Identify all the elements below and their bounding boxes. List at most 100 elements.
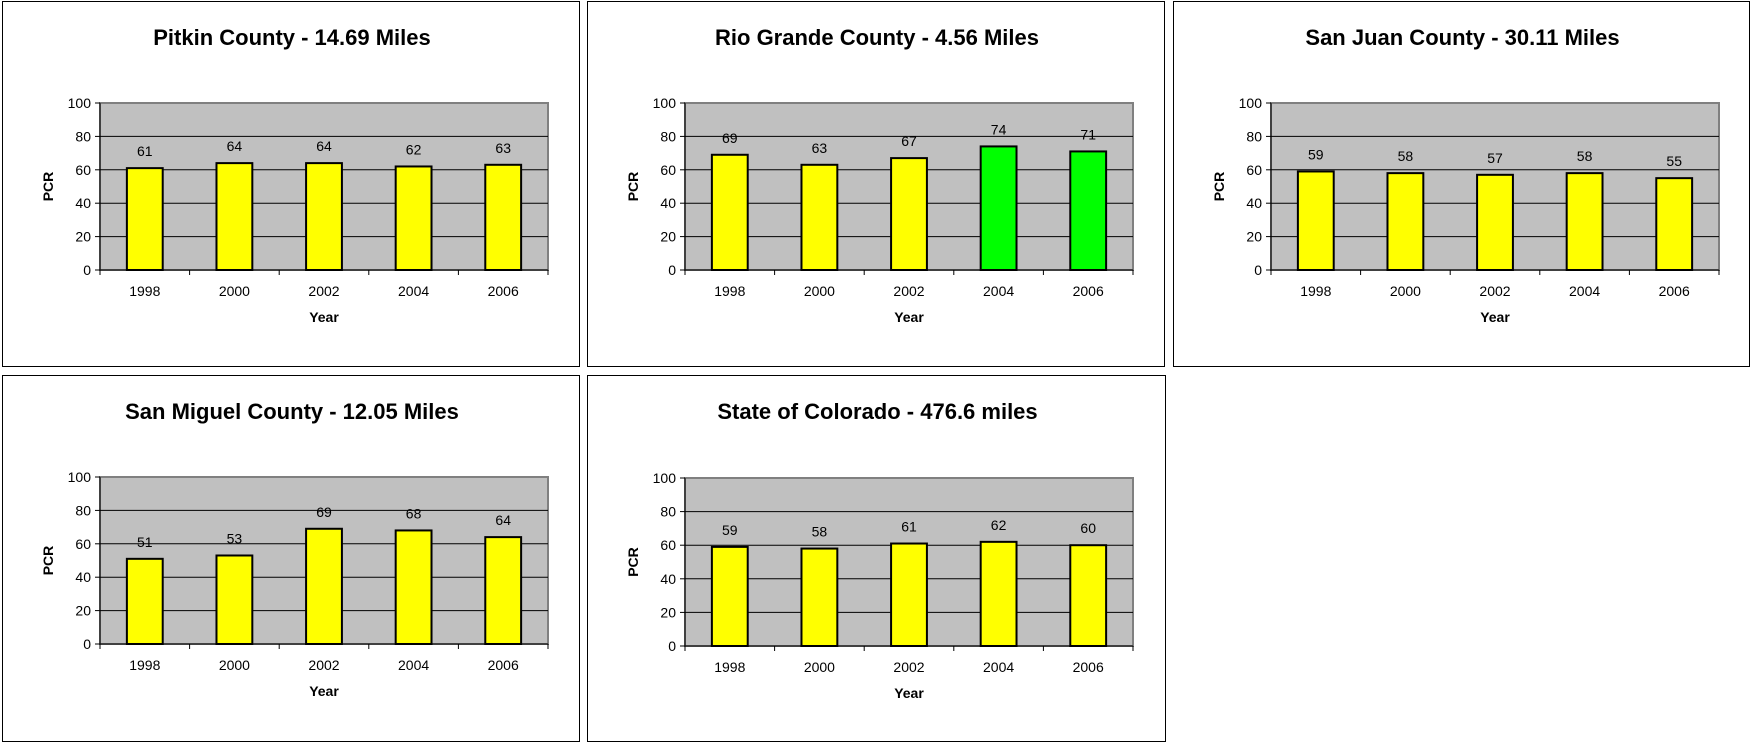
chart-panel-colorado: State of Colorado - 476.6 miles 0 20 40 60 80… xyxy=(587,375,1166,742)
data-label-2002: 61 xyxy=(901,519,917,535)
bar-2000 xyxy=(215,162,254,271)
y-tick-label: 100 xyxy=(68,469,92,485)
data-label-2004: 68 xyxy=(406,505,422,521)
data-label-2004: 74 xyxy=(991,121,1007,137)
y-tick-label: 20 xyxy=(75,603,91,619)
data-label-2002: 67 xyxy=(901,133,917,149)
bar-2000 xyxy=(1386,172,1425,271)
chart-pitkin: Pitkin County - 14.69 Miles 0 20 40 60 80 100 6… xyxy=(40,25,549,325)
chart-title: Pitkin County - 14.69 Miles xyxy=(153,25,431,50)
y-tick-label: 80 xyxy=(75,128,91,144)
x-tick-label: 2006 xyxy=(488,283,519,299)
x-tick-label: 2002 xyxy=(1479,283,1510,299)
data-label-2000: 64 xyxy=(227,138,243,154)
data-label-1998: 51 xyxy=(137,534,153,550)
data-label-1998: 59 xyxy=(1308,146,1324,162)
y-tick-label: 60 xyxy=(1246,162,1262,178)
bar-2004 xyxy=(394,529,433,645)
y-tick-label: 20 xyxy=(1246,229,1262,245)
x-tick-label: 2006 xyxy=(488,657,519,673)
x-tick-label: 1998 xyxy=(129,283,160,299)
y-tick-label: 80 xyxy=(660,504,676,520)
x-axis-title: Year xyxy=(894,685,924,701)
y-tick-label: 60 xyxy=(75,162,91,178)
chart-colorado: State of Colorado - 476.6 miles 0 20 40 60 80… xyxy=(625,399,1134,701)
x-tick-label: 2004 xyxy=(983,283,1014,299)
x-tick-label: 1998 xyxy=(1300,283,1331,299)
chart-san-juan: San Juan County - 30.11 Miles 0 20 40 60 80 10… xyxy=(1211,25,1720,325)
chart-panel-san-miguel: San Miguel County - 12.05 Miles 0 20 40 60 80… xyxy=(2,375,580,742)
y-tick-label: 0 xyxy=(83,636,91,652)
x-tick-label: 2000 xyxy=(219,657,250,673)
bar-1998 xyxy=(1296,170,1335,271)
y-tick-label: 100 xyxy=(653,470,677,486)
x-axis-title: Year xyxy=(894,309,924,325)
data-label-2006: 60 xyxy=(1080,520,1096,536)
y-axis-title: PCR xyxy=(625,547,641,577)
data-label-2004: 62 xyxy=(406,141,422,157)
data-label-2006: 71 xyxy=(1080,126,1096,142)
x-tick-label: 1998 xyxy=(714,659,745,675)
bar-2004 xyxy=(979,540,1018,647)
x-tick-label: 2000 xyxy=(804,283,835,299)
y-tick-label: 80 xyxy=(75,502,91,518)
bar-2002 xyxy=(305,527,343,646)
y-tick-label: 60 xyxy=(660,537,676,553)
data-label-1998: 61 xyxy=(137,143,153,159)
x-tick-label: 2006 xyxy=(1659,283,1690,299)
y-tick-label: 40 xyxy=(660,571,676,587)
bar-1998 xyxy=(125,167,164,272)
data-label-2000: 58 xyxy=(1398,148,1414,164)
bar-2004 xyxy=(979,145,1018,271)
data-label-2002: 69 xyxy=(316,504,332,520)
data-label-2004: 62 xyxy=(991,517,1007,533)
y-tick-label: 40 xyxy=(75,569,91,585)
bar-2000 xyxy=(800,547,839,647)
data-label-2002: 57 xyxy=(1487,150,1503,166)
chart-title: State of Colorado - 476.6 miles xyxy=(717,399,1037,424)
y-tick-label: 60 xyxy=(660,162,676,178)
data-label-2000: 63 xyxy=(812,140,828,156)
chart-title: San Juan County - 30.11 Miles xyxy=(1305,25,1619,50)
data-label-2006: 64 xyxy=(495,512,511,528)
y-axis-title: PCR xyxy=(1211,172,1227,202)
y-axis-title: PCR xyxy=(40,172,56,202)
x-tick-label: 2004 xyxy=(1569,283,1600,299)
y-tick-label: 40 xyxy=(1246,195,1262,211)
y-tick-label: 0 xyxy=(83,262,91,278)
bar-2006 xyxy=(1655,177,1694,271)
x-tick-label: 2002 xyxy=(893,283,924,299)
data-label-2004: 58 xyxy=(1577,148,1593,164)
bar-2004 xyxy=(1565,172,1604,271)
y-axis-title: PCR xyxy=(40,546,56,576)
bar-2002 xyxy=(1476,173,1514,271)
x-tick-label: 2004 xyxy=(398,283,429,299)
data-label-2002: 64 xyxy=(316,138,332,154)
y-tick-label: 20 xyxy=(660,604,676,620)
chart-rio-grande: Rio Grande County - 4.56 Miles 0 20 40 60 80 1… xyxy=(625,25,1134,325)
chart-title: Rio Grande County - 4.56 Miles xyxy=(715,25,1039,50)
y-tick-label: 60 xyxy=(75,536,91,552)
data-label-2000: 58 xyxy=(812,524,828,540)
x-axis-title: Year xyxy=(309,683,339,699)
bar-2002 xyxy=(890,542,928,648)
bar-2006 xyxy=(1069,544,1108,647)
x-tick-label: 2000 xyxy=(1390,283,1421,299)
y-tick-label: 20 xyxy=(660,229,676,245)
chart-title: San Miguel County - 12.05 Miles xyxy=(125,399,459,424)
chart-panel-rio-grande: Rio Grande County - 4.56 Miles 0 20 40 60 80 1… xyxy=(587,1,1165,367)
bar-2000 xyxy=(800,163,839,271)
y-tick-label: 100 xyxy=(653,95,677,111)
y-tick-label: 20 xyxy=(75,229,91,245)
y-tick-label: 80 xyxy=(1246,128,1262,144)
x-tick-label: 2004 xyxy=(983,659,1014,675)
y-tick-label: 0 xyxy=(668,262,676,278)
x-tick-label: 2002 xyxy=(893,659,924,675)
x-tick-label: 2006 xyxy=(1073,659,1104,675)
y-tick-label: 100 xyxy=(68,95,92,111)
x-tick-label: 1998 xyxy=(129,657,160,673)
x-tick-label: 2002 xyxy=(308,657,339,673)
data-label-1998: 69 xyxy=(722,130,738,146)
bar-1998 xyxy=(125,557,164,645)
bar-2006 xyxy=(484,163,523,271)
